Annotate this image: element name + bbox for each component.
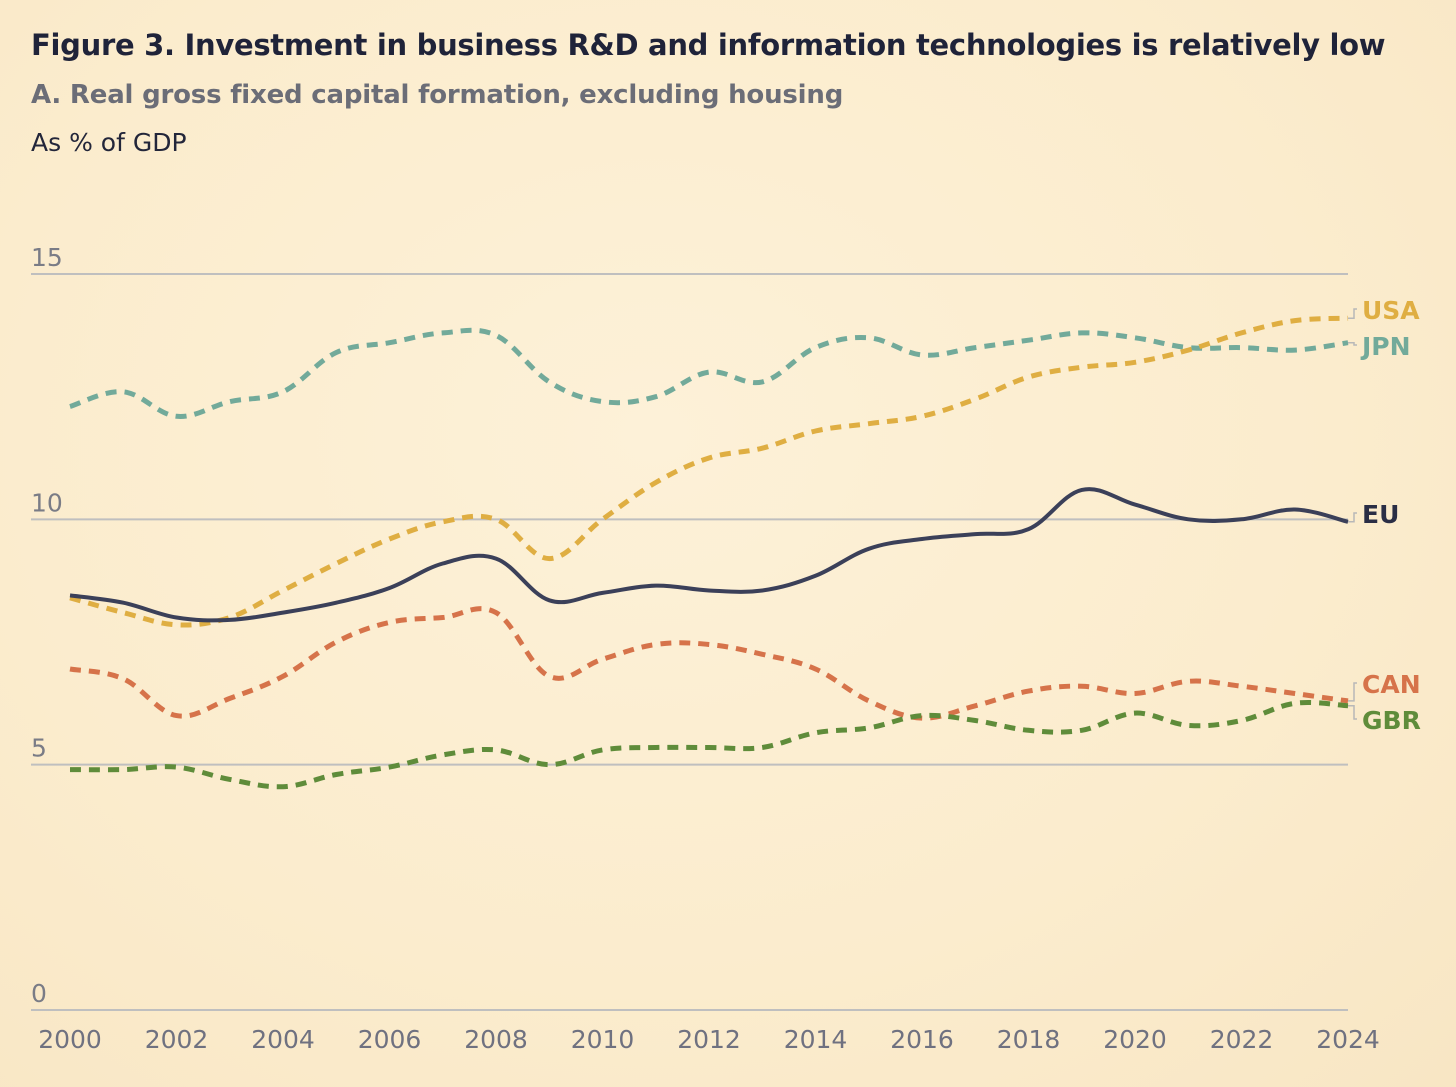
y-tick-label: 10 <box>31 488 63 517</box>
x-axis-ticks: 2000 2002 2004 2006 2008 2010 2012 2014 2016 2018… <box>38 1025 1380 1054</box>
series-label-gbr: GBR <box>1362 706 1421 735</box>
x-tick-label: 2004 <box>251 1025 315 1054</box>
figure-title: Figure 3. Investment in business R&D and… <box>31 28 1386 62</box>
series-line-can <box>69 606 1349 721</box>
series-line-usa <box>69 315 1349 628</box>
label-connector-can <box>1348 682 1357 702</box>
gridlines <box>31 273 1348 1011</box>
series-label-eu: EU <box>1362 500 1399 529</box>
x-tick-label: 2002 <box>145 1025 209 1054</box>
series-label-usa: USA <box>1362 296 1420 325</box>
series-line-gbr <box>69 700 1349 790</box>
label-connector-gbr <box>1348 705 1357 720</box>
series-label-jpn: JPN <box>1360 332 1411 361</box>
label-connector-eu <box>1348 512 1357 523</box>
x-tick-label: 2008 <box>464 1025 528 1054</box>
figure-subtitle: A. Real gross fixed capital formation, e… <box>31 80 844 110</box>
y-axis-unit-label: As % of GDP <box>31 128 187 157</box>
series-line-eu <box>69 487 1349 623</box>
x-tick-label: 2020 <box>1103 1025 1167 1054</box>
x-tick-label: 2012 <box>677 1025 741 1054</box>
x-tick-label: 2024 <box>1316 1025 1380 1054</box>
label-connector-usa <box>1348 308 1357 319</box>
series-labels: USA JPN EU CAN GBR <box>1360 296 1421 735</box>
x-tick-label: 2016 <box>890 1025 954 1054</box>
x-tick-label: 2006 <box>358 1025 422 1054</box>
series-lines <box>69 315 1349 790</box>
y-tick-label: 5 <box>31 734 47 763</box>
series-line-jpn <box>69 327 1349 419</box>
y-axis-ticks: 0 5 10 15 <box>31 243 63 1008</box>
x-tick-label: 2000 <box>38 1025 102 1054</box>
y-tick-label: 0 <box>31 979 47 1008</box>
label-connector-jpn <box>1348 341 1357 346</box>
series-label-can: CAN <box>1362 670 1421 699</box>
x-tick-label: 2022 <box>1210 1025 1274 1054</box>
x-tick-label: 2014 <box>784 1025 848 1054</box>
x-tick-label: 2010 <box>571 1025 635 1054</box>
y-tick-label: 15 <box>31 243 63 272</box>
x-tick-label: 2018 <box>997 1025 1061 1054</box>
label-connectors <box>1348 308 1357 720</box>
